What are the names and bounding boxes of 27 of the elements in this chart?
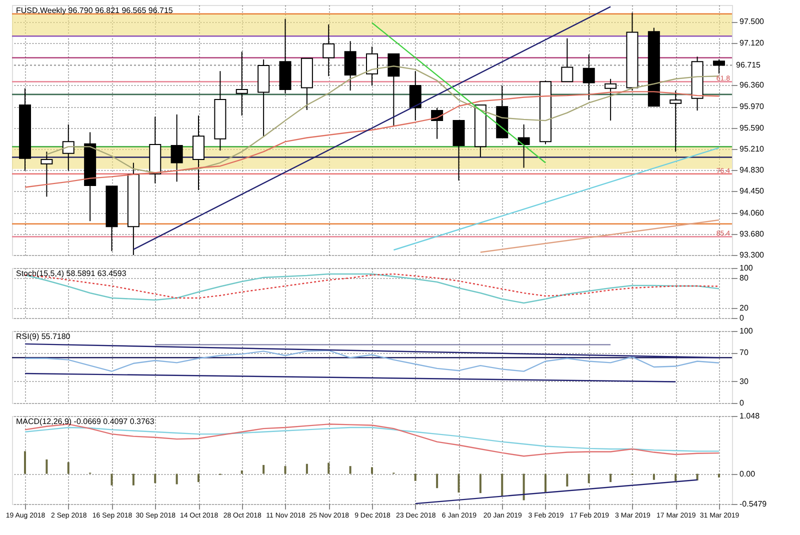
y-tick-label: 0	[740, 398, 744, 408]
y-tick-label: 93.300	[740, 250, 765, 260]
chart-title: Stoch(15,5,4) 58.5891 63.4593	[16, 269, 127, 278]
y-tick-label: 0	[740, 314, 744, 322]
y-tick-label: 97.500	[740, 17, 765, 26]
chart-title: RSI(9) 55.7180	[16, 332, 71, 341]
y-tick-label: 97.120	[740, 38, 765, 48]
y-tick-label: 100	[740, 326, 754, 336]
y-tick-label: 95.970	[740, 102, 765, 112]
chart-title: FUSD,Weekly 96.790 96.821 96.565 96.715	[16, 6, 174, 15]
chart-title: MACD(12,26,9) -0.0669 0.4097 0.3763	[16, 417, 155, 426]
y-tick-label: 0.00	[740, 469, 756, 478]
y-tick-label: 80	[740, 274, 749, 282]
y-tick-label: 100	[740, 264, 754, 272]
y-tick-label: 30	[740, 376, 749, 386]
y-tick-label: 94.450	[740, 186, 765, 196]
y-tick-label: -0.5479	[740, 500, 768, 508]
y-tick-label: 95.210	[740, 144, 765, 154]
y-tick-label: 20	[740, 304, 749, 312]
ref-line-label: 96.715	[736, 60, 762, 70]
y-tick-label: 94.060	[740, 208, 765, 218]
y-tick-label: 70	[740, 348, 749, 358]
y-tick-label: 94.830	[740, 166, 765, 174]
y-tick-label: 1.048	[740, 412, 760, 420]
y-tick-label: 93.680	[740, 229, 765, 238]
y-tick-label: 95.590	[740, 123, 765, 132]
y-tick-label: 96.360	[740, 80, 765, 90]
